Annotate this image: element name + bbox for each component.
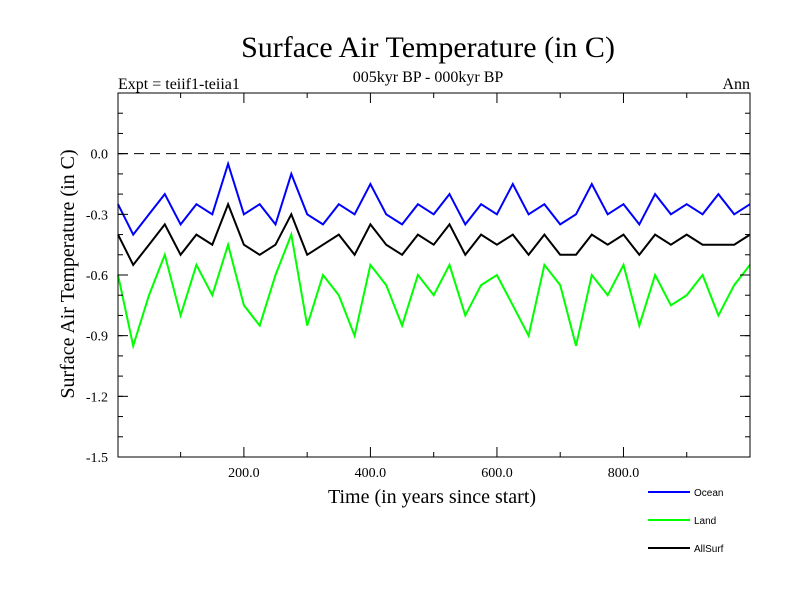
y-tick-label: -1.2 xyxy=(86,390,108,405)
series-line-land xyxy=(117,230,751,350)
x-axis-label: Time (in years since start) xyxy=(328,486,536,508)
legend-label-ocean: Ocean xyxy=(694,488,723,499)
y-tick-label: -0.3 xyxy=(86,208,108,223)
y-tick-label: -0.9 xyxy=(86,330,108,345)
y-tick-label: 0.0 xyxy=(91,148,109,163)
x-tick-label: 600.0 xyxy=(481,466,513,481)
season-label: Ann xyxy=(722,76,750,93)
legend-label-land: Land xyxy=(694,516,716,527)
experiment-label: Expt = teiif1-teiia1 xyxy=(118,76,240,93)
x-tick-label: 400.0 xyxy=(355,466,387,481)
y-tick-label: -0.6 xyxy=(86,269,108,284)
y-tick-label: -1.5 xyxy=(86,451,108,466)
x-tick-label: 800.0 xyxy=(608,466,640,481)
y-axis-label: Surface Air Temperature (in C) xyxy=(57,149,79,398)
plot-area: 200.0 400.0 600.0 800.0 0.0 -0.3 -0.6 -0.9 -1.2 -… xyxy=(86,92,751,481)
series-line-ocean xyxy=(117,160,751,237)
legend: Ocean Land AllSurf xyxy=(648,488,724,555)
series-line-allsurf xyxy=(117,201,751,267)
chart-title: Surface Air Temperature (in C) xyxy=(241,31,615,64)
x-tick-label: 200.0 xyxy=(228,466,260,481)
chart-subtitle: 005kyr BP - 000kyr BP xyxy=(353,69,504,86)
legend-label-allsurf: AllSurf xyxy=(694,544,724,555)
